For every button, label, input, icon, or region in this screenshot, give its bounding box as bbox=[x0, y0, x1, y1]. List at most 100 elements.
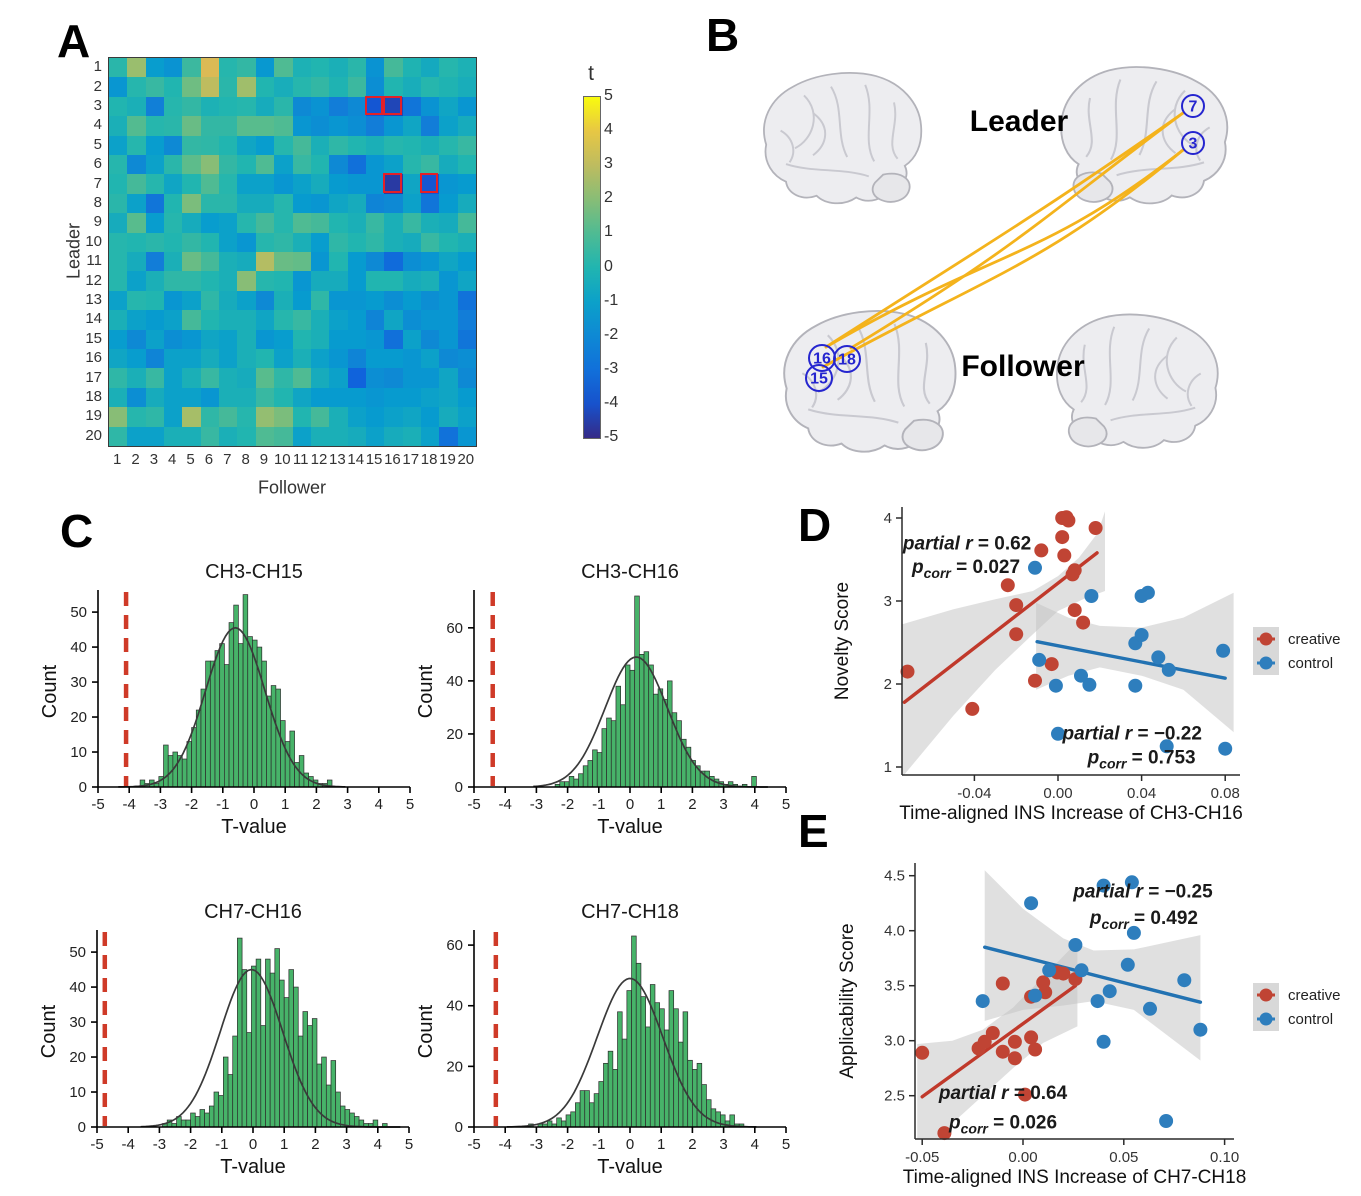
heatmap-cell bbox=[127, 154, 146, 175]
heatmap-cell bbox=[347, 232, 366, 252]
svg-text:-3: -3 bbox=[154, 796, 167, 813]
scatter-y-axis-title: Novelty Score bbox=[832, 582, 853, 700]
colorbar bbox=[583, 96, 601, 439]
heatmap-cell bbox=[310, 348, 330, 369]
heatmap-cell bbox=[164, 232, 183, 252]
histogram-bar bbox=[620, 704, 626, 788]
svg-text:-5: -5 bbox=[91, 796, 104, 813]
heatmap-cell bbox=[329, 96, 348, 117]
heatmap-cell bbox=[237, 135, 256, 155]
heatmap-cell bbox=[145, 271, 165, 291]
heatmap-cell bbox=[145, 310, 165, 330]
svg-text:-2: -2 bbox=[561, 1136, 574, 1153]
colorbar-title: t bbox=[588, 62, 594, 85]
histogram-bar bbox=[579, 1090, 586, 1128]
heatmap-cell bbox=[457, 58, 476, 78]
scatter-points-control bbox=[1028, 560, 1233, 756]
histogram-bar bbox=[335, 1091, 341, 1128]
heatmap-cell bbox=[439, 58, 458, 78]
channel-marker-18: 18 bbox=[833, 345, 861, 373]
stats-annotation-creative: partial r = 0.64 bbox=[938, 1083, 1068, 1104]
heatmap-cell bbox=[200, 232, 220, 252]
connections-layer bbox=[821, 111, 1185, 369]
heatmap-cell bbox=[292, 58, 311, 78]
heatmap-cell bbox=[182, 290, 201, 311]
svg-text:4: 4 bbox=[374, 1136, 382, 1153]
heatmap-cell bbox=[292, 271, 311, 291]
histogram-bars bbox=[528, 935, 745, 1128]
heatmap-cell bbox=[182, 387, 201, 408]
heatmap-cell bbox=[237, 348, 256, 369]
heatmap-cell bbox=[219, 96, 238, 117]
heatmap-row-label: 1 bbox=[93, 58, 102, 76]
heatmap-cell bbox=[200, 290, 220, 311]
heatmap-row-label: 2 bbox=[93, 77, 102, 95]
heatmap-cell bbox=[292, 368, 311, 388]
heatmap-cell bbox=[145, 348, 165, 369]
heatmap-cell bbox=[439, 290, 458, 311]
heatmap-cell bbox=[402, 154, 421, 175]
heatmap-cell bbox=[109, 154, 128, 175]
svg-text:3: 3 bbox=[342, 1136, 350, 1153]
heatmap-cell bbox=[310, 135, 330, 155]
stats-annotation-control: partial r = −0.25 bbox=[1072, 882, 1213, 903]
heatmap-cell bbox=[109, 348, 128, 369]
heatmap-cell bbox=[457, 193, 476, 214]
heatmap-cell bbox=[402, 58, 421, 78]
histogram-bar bbox=[645, 1026, 651, 1128]
heatmap-cell bbox=[439, 407, 458, 427]
heatmap-cell bbox=[420, 96, 440, 117]
channel-marker-15: 15 bbox=[805, 364, 833, 392]
scatter-point-creative bbox=[1044, 657, 1059, 672]
heatmap-cell bbox=[365, 348, 385, 369]
histogram-bar bbox=[603, 1062, 609, 1128]
heatmap-cell bbox=[292, 407, 311, 427]
heatmap-cell bbox=[237, 58, 256, 78]
heatmap-cell bbox=[402, 193, 421, 214]
heatmap-cell bbox=[365, 213, 385, 233]
scatter-points-creative bbox=[900, 510, 1103, 716]
histogram-bar bbox=[330, 1060, 337, 1128]
heatmap-cell bbox=[365, 232, 385, 252]
heatmap-cell bbox=[384, 426, 403, 446]
histogram-bars bbox=[554, 595, 757, 788]
histogram-bar bbox=[626, 990, 632, 1128]
histogram-bar bbox=[593, 1093, 600, 1128]
heatmap-col-label: 3 bbox=[149, 451, 159, 468]
heatmap-cell bbox=[255, 193, 275, 214]
histogram-bar bbox=[751, 776, 757, 788]
histogram-bar bbox=[233, 604, 239, 788]
heatmap-cell bbox=[420, 348, 440, 369]
heatmap-cell bbox=[329, 232, 348, 252]
scatter-axes bbox=[909, 863, 1234, 1145]
colorbar-tick-labels: 5 4 3 2 1 0 -1 -2 -3 -4 -5 bbox=[604, 87, 644, 445]
histogram-bar bbox=[596, 752, 603, 788]
histogram-bar bbox=[270, 685, 277, 788]
svg-text:-1: -1 bbox=[216, 796, 229, 813]
scatter-point-control bbox=[1159, 739, 1174, 754]
heatmap-cell bbox=[457, 310, 476, 330]
legend-key-control bbox=[1259, 656, 1273, 670]
heatmap-cell bbox=[274, 426, 293, 446]
heatmap-cell bbox=[219, 310, 238, 330]
histogram-bars bbox=[162, 937, 388, 1128]
heatmap-cell bbox=[255, 251, 275, 272]
heatmap-cell bbox=[347, 116, 366, 136]
heatmap-cell bbox=[365, 368, 385, 388]
svg-text:10: 10 bbox=[70, 744, 87, 761]
heatmap-cell bbox=[402, 232, 421, 252]
heatmap-cell bbox=[329, 251, 348, 272]
heatmap-cell bbox=[127, 116, 146, 136]
heatmap-cell bbox=[439, 213, 458, 233]
histogram-bar bbox=[568, 776, 575, 788]
heatmap-cell bbox=[109, 135, 128, 155]
heatmap-cell bbox=[457, 368, 476, 388]
heatmap-cell bbox=[310, 174, 330, 194]
heatmap-cell bbox=[457, 96, 476, 117]
heatmap-cell bbox=[420, 213, 440, 233]
svg-text:40: 40 bbox=[446, 998, 463, 1015]
heatmap-cell bbox=[384, 251, 403, 272]
heatmap-col-label: 20 bbox=[457, 451, 475, 468]
heatmap-cell bbox=[109, 232, 128, 252]
